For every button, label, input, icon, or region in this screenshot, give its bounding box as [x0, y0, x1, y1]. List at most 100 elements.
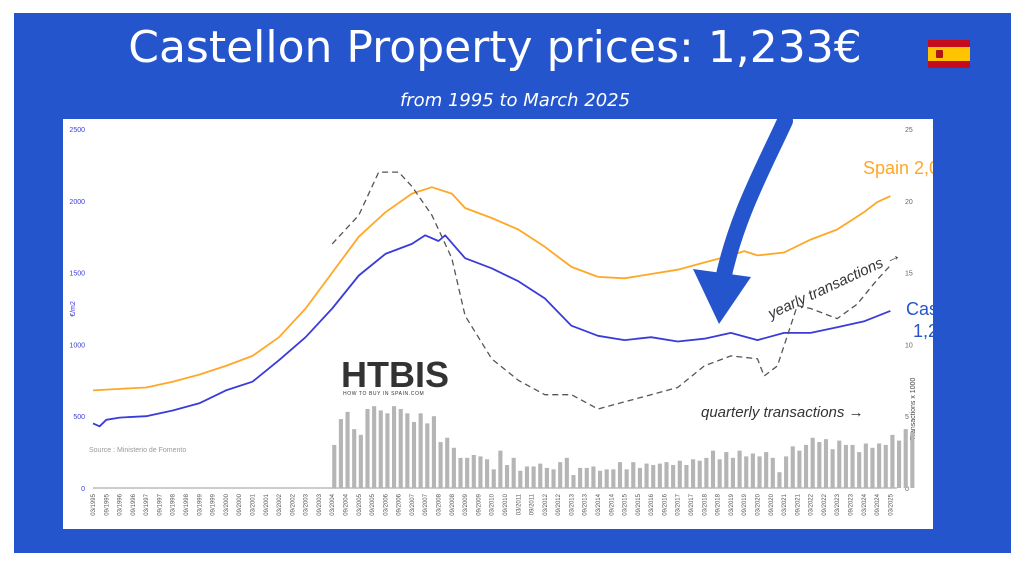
quarterly-transactions-bar — [471, 454, 476, 488]
quarterly-transactions-bar — [697, 460, 702, 488]
quarterly-transactions-bar — [617, 462, 623, 488]
quarterly-transactions-bar — [551, 469, 556, 488]
x-tick-label: 09/2006 — [397, 493, 403, 515]
quarterly-transactions-bar — [897, 440, 902, 488]
quarterly-transactions-bar — [750, 453, 755, 488]
x-tick-label: 09/2016 — [662, 493, 668, 515]
quarterly-transactions-bar — [538, 463, 543, 488]
x-tick-label: 09/2015 — [636, 493, 642, 515]
y-tick-label-left: 0 — [81, 486, 85, 493]
quarterly-transactions-bar — [724, 452, 729, 488]
x-tick-label: 09/2018 — [716, 493, 722, 515]
chart-area: 0 500 1000 1500 2000 2500 0 5 10 15 20 25 €/m2 Transa… — [63, 113, 983, 529]
x-tick-label: 03/2001 — [250, 493, 256, 515]
x-tick-label: 09/2019 — [742, 493, 748, 515]
x-tick-label: 09/2004 — [343, 493, 349, 515]
quarterly-transactions-bar — [637, 467, 642, 488]
y-tick-label-left: 500 — [73, 414, 85, 421]
quarterly-transactions-bar — [737, 450, 742, 488]
x-tick-label: 09/1996 — [131, 493, 137, 515]
quarterly-transactions-bar — [445, 437, 450, 488]
spain-series-label: Spain 2,033€ — [863, 158, 933, 178]
page-title: Castellon Property prices: 1,233€ — [128, 22, 862, 73]
y-axis-label-right: Transactions x 1000 — [910, 378, 917, 441]
x-tick-label: 09/2007 — [423, 493, 429, 515]
quarterly-transactions-bar — [803, 444, 809, 488]
quarterly-transactions-bar — [491, 469, 496, 488]
quarterly-transactions-bar — [385, 413, 390, 488]
quarterly-transactions-bar — [591, 466, 596, 488]
quarterly-transactions-bar — [372, 406, 377, 488]
quarterly-transactions-bar — [524, 466, 530, 488]
y-tick-label-right: 25 — [905, 127, 913, 134]
quarterly-transactions-bar — [890, 434, 895, 488]
castellon-series-value: 1,233€ — [913, 321, 933, 341]
x-tick-label: 09/2010 — [503, 493, 509, 515]
x-tick-label: 09/2000 — [237, 493, 243, 515]
x-tick-label: 03/2003 — [304, 493, 310, 515]
y-tick-label-left: 1500 — [69, 271, 85, 278]
x-tick-label: 03/2004 — [330, 493, 336, 515]
htbis-logo: HTBIS — [341, 354, 449, 395]
x-tick-label: 03/2022 — [809, 493, 815, 515]
quarterly-transactions-bar — [511, 457, 516, 488]
x-tick-label: 09/2001 — [264, 493, 270, 515]
quarterly-transactions-bar — [604, 469, 609, 488]
x-tick-label: 03/2008 — [437, 493, 443, 515]
quarterly-transactions-bar — [870, 447, 875, 488]
quarterly-transactions-bar — [418, 413, 423, 488]
x-tick-label: 03/2009 — [463, 493, 469, 515]
quarterly-transactions-bar — [365, 409, 370, 488]
quarterly-transactions-bar — [358, 434, 363, 488]
quarterly-transactions-bar — [345, 411, 350, 488]
quarterly-transactions-bar — [438, 442, 443, 488]
quarterly-transactions-bar — [903, 429, 908, 488]
quarterly-transactions-bar — [485, 459, 490, 488]
quarterly-transactions-bar — [425, 423, 430, 488]
x-tick-label: 03/1999 — [197, 493, 203, 515]
quarterly-transactions-bar — [757, 456, 762, 488]
quarterly-transactions-bar — [790, 446, 795, 488]
series-line — [92, 186, 891, 392]
x-tick-label: 09/2017 — [689, 493, 695, 515]
quarterly-transactions-bar — [352, 429, 357, 488]
quarterly-transactions-bar — [850, 444, 855, 488]
quarterly-transactions-bar — [451, 447, 456, 488]
x-tick-label: 03/2006 — [383, 493, 389, 515]
quarterly-transactions-bar — [777, 472, 782, 488]
quarterly-transactions-bar — [797, 450, 802, 488]
x-tick-label: 03/2017 — [676, 493, 682, 515]
x-tick-label: 03/2018 — [702, 493, 708, 515]
x-tick-label: 03/2024 — [862, 493, 868, 515]
x-tick-label: 03/2014 — [596, 493, 602, 515]
x-tick-label: 09/2011 — [530, 493, 536, 515]
quarterly-transactions-bar — [823, 439, 829, 488]
quarterly-transactions-bar — [764, 452, 769, 488]
x-tick-label: 03/2020 — [755, 493, 761, 515]
quarterly-transactions-bar — [431, 416, 436, 488]
yearly-transactions-label: yearly transactions → — [765, 246, 904, 323]
quarterly-transactions-bar — [837, 440, 842, 488]
x-tick-label: 09/2003 — [317, 493, 323, 515]
x-tick-label: 03/2013 — [569, 493, 575, 515]
quarterly-transactions-bar — [544, 467, 549, 488]
x-tick-label: 09/1999 — [211, 493, 217, 515]
x-tick-label: 03/1996 — [118, 493, 124, 515]
x-tick-label: 03/2002 — [277, 493, 283, 515]
quarterly-transactions-bar — [478, 456, 483, 488]
x-tick-label: 09/2021 — [795, 493, 801, 515]
quarterly-transactions-bar — [770, 457, 775, 488]
x-tick-label: 09/2008 — [450, 493, 456, 515]
quarterly-transactions-bar — [578, 467, 583, 488]
quarterly-transactions-bar — [784, 456, 789, 488]
quarterly-transactions-bar — [564, 457, 569, 488]
quarterly-transactions-bar — [830, 449, 835, 488]
x-tick-label: 03/2015 — [623, 493, 629, 515]
x-tick-label: 09/2020 — [769, 493, 775, 515]
x-tick-label: 09/1995 — [104, 493, 110, 515]
quarterly-transactions-bar — [883, 444, 888, 488]
quarterly-transactions-bar — [684, 465, 689, 488]
quarterly-transactions-bar — [717, 459, 722, 488]
y-tick-label-left: 2500 — [69, 127, 85, 134]
quarterly-transactions-bar — [810, 437, 815, 488]
